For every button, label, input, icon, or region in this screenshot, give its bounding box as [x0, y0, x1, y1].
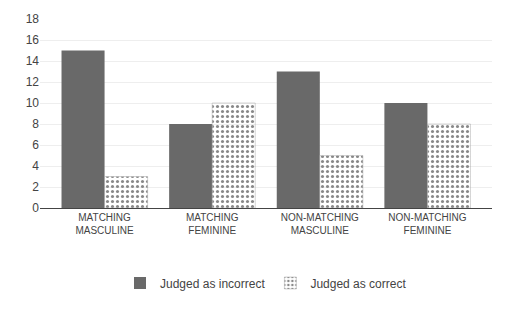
svg-text:Judged as correct: Judged as correct	[310, 277, 406, 291]
svg-text:MATCHINGFEMININE: MATCHINGFEMININE	[186, 212, 239, 236]
svg-text:MATCHINGMASCULINE: MATCHINGMASCULINE	[75, 212, 134, 236]
svg-text:2: 2	[32, 180, 39, 194]
svg-text:6: 6	[32, 138, 39, 152]
svg-text:NON-MATCHINGMASCULINE: NON-MATCHINGMASCULINE	[281, 212, 359, 236]
svg-text:16: 16	[26, 33, 40, 47]
svg-text:8: 8	[32, 117, 39, 131]
svg-text:14: 14	[26, 54, 40, 68]
svg-text:NON-MATCHINGFEMININE: NON-MATCHINGFEMININE	[388, 212, 466, 236]
svg-text:0: 0	[32, 201, 39, 215]
svg-text:12: 12	[26, 75, 40, 89]
svg-text:18: 18	[26, 12, 40, 26]
svg-text:4: 4	[32, 159, 39, 173]
svg-text:10: 10	[26, 96, 40, 110]
svg-text:Judged as incorrect: Judged as incorrect	[160, 277, 265, 291]
